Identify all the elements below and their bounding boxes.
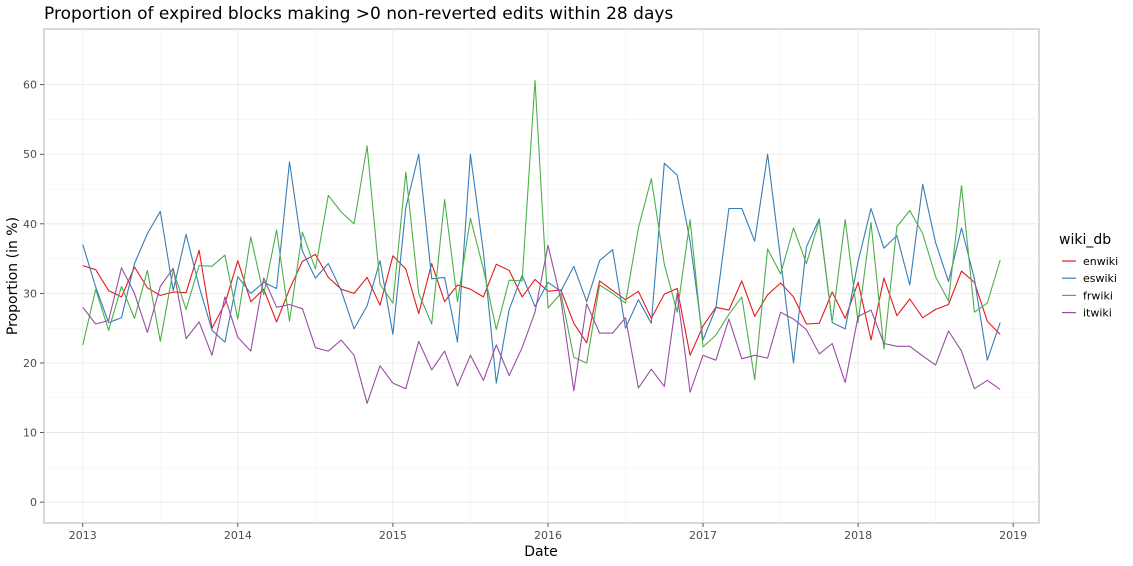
y-tick-label: 30: [23, 287, 37, 300]
x-tick-label: 2013: [69, 529, 97, 542]
legend-label-eswiki: eswiki: [1083, 272, 1117, 285]
y-tick-label: 20: [23, 357, 37, 370]
y-tick-label: 40: [23, 218, 37, 231]
x-tick-label: 2019: [999, 529, 1027, 542]
series-line-eswiki: [82, 153, 1001, 384]
legend-label-enwiki: enwiki: [1083, 255, 1118, 268]
x-tick-label: 2016: [534, 529, 562, 542]
x-tick-label: 2017: [689, 529, 717, 542]
series-line-enwiki: [82, 249, 1001, 356]
x-tick-label: 2015: [379, 529, 407, 542]
legend-label-itwiki: itwiki: [1083, 307, 1112, 320]
x-tick-label: 2014: [224, 529, 252, 542]
series-layer: [82, 79, 1001, 404]
x-tick-label: 2018: [844, 529, 872, 542]
y-tick-label: 10: [23, 427, 37, 440]
legend-label-frwiki: frwiki: [1083, 289, 1113, 302]
y-tick-label: 60: [23, 79, 37, 92]
series-line-itwiki: [82, 244, 1001, 404]
y-axis-title: Proportion (in %): [5, 217, 21, 335]
y-tick-label: 50: [23, 148, 37, 161]
legend: wiki_db enwiki eswiki frwiki itwiki: [1059, 232, 1118, 320]
legend-title: wiki_db: [1059, 232, 1111, 248]
series-line-frwiki: [82, 79, 1001, 381]
tick-marks: [40, 84, 1014, 527]
y-tick-label: 0: [30, 496, 37, 509]
chart-title: Proportion of expired blocks making >0 n…: [44, 4, 673, 24]
x-axis-title: Date: [524, 544, 557, 560]
grid-lines: [44, 29, 1039, 523]
tick-labels: 0 10 20 30 40 50 60 2013 2014 2015 2016 2017 2018 201…: [23, 79, 1027, 542]
